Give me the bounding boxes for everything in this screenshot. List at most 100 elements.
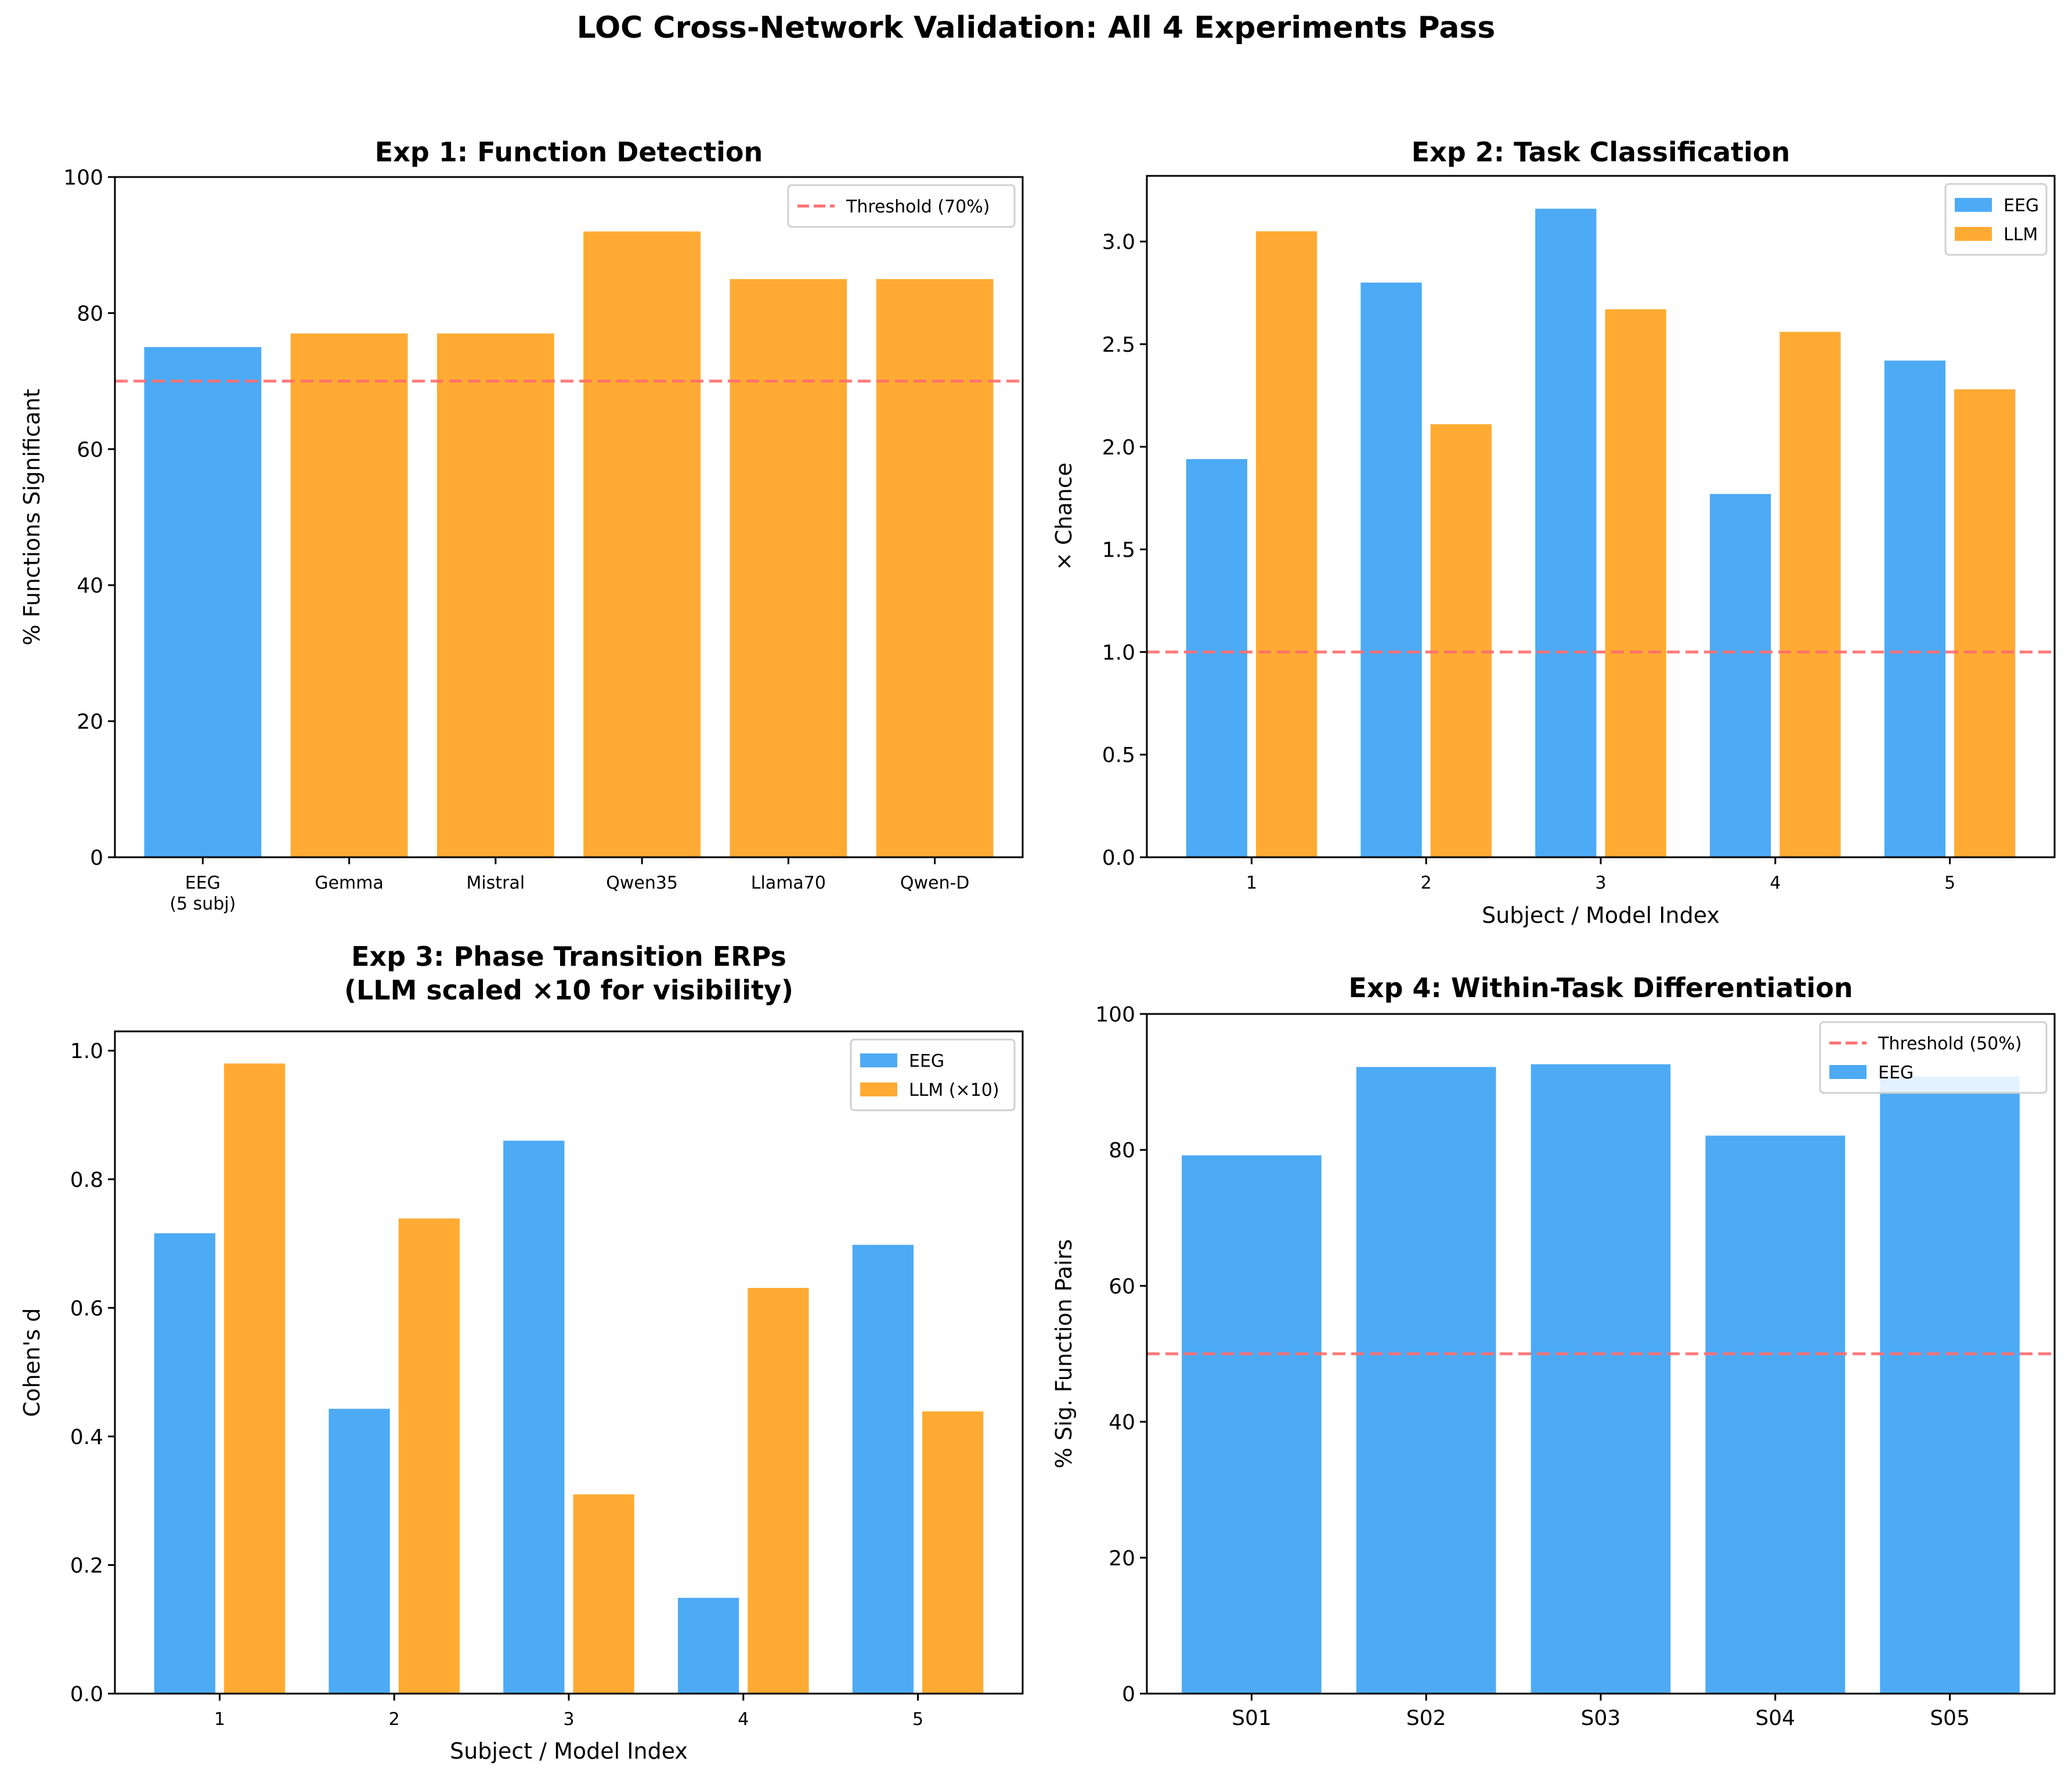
x-tick-label: 4: [738, 1709, 749, 1730]
bar-llm-10-: [573, 1494, 634, 1694]
y-tick-label: 40: [1109, 1411, 1135, 1435]
y-tick-label: 40: [77, 574, 103, 598]
bar-eeg: [677, 1597, 739, 1694]
x-axis-label: Subject / Model Index: [1482, 903, 1720, 928]
y-tick-label: 0.6: [70, 1297, 103, 1320]
y-tick-label: 0.0: [1102, 846, 1135, 870]
y-tick-label: 2.0: [1102, 436, 1135, 460]
chart-exp3: Exp 3: Phase Transition ERPs(LLM scaled …: [19, 941, 1024, 1764]
bar-eeg: [1360, 282, 1422, 857]
y-tick-label: 100: [63, 166, 103, 190]
bar-eeg: [1884, 360, 1946, 857]
bar-llm-10-: [748, 1287, 809, 1694]
x-axis-label: Subject / Model Index: [450, 1738, 688, 1764]
legend: EEG LLM: [1944, 183, 2048, 256]
figure-suptitle: LOC Cross-Network Validation: All 4 Expe…: [576, 10, 1496, 45]
y-tick-label: 1.0: [70, 1040, 103, 1063]
y-tick-label: 1.0: [1102, 641, 1135, 665]
bar-eeg: [154, 1233, 215, 1694]
bar-eeg: [329, 1409, 390, 1694]
y-axis-label: Cohen's d: [19, 1308, 45, 1417]
legend: Threshold (50%) EEG: [1819, 1021, 2048, 1094]
bar-llm-10-: [398, 1218, 460, 1694]
bar: [1530, 1064, 1671, 1694]
chart-title: Exp 4: Within-Task Differentiation: [1349, 972, 1853, 1004]
legend-label: EEG: [1878, 1063, 1914, 1083]
legend-label: Threshold (50%): [1878, 1034, 2022, 1054]
bar-eeg: [852, 1244, 914, 1694]
legend-patch-swatch: [1955, 227, 1992, 241]
y-axis-label: × Chance: [1051, 463, 1077, 571]
y-tick-label: 0.0: [70, 1683, 103, 1706]
legend-label: EEG: [2004, 196, 2039, 216]
x-tick-label: 3: [1595, 873, 1606, 893]
bar-llm: [1430, 424, 1492, 857]
x-tick-label: (5 subj): [169, 894, 236, 914]
x-tick-label: 2: [389, 1709, 400, 1730]
bar-llm-10-: [922, 1411, 984, 1694]
bar-eeg: [503, 1140, 565, 1694]
bar: [144, 347, 262, 857]
y-tick-label: 60: [77, 438, 103, 462]
x-tick-label: 2: [1421, 873, 1432, 893]
bar-llm: [1779, 331, 1841, 857]
bar-eeg: [1709, 494, 1771, 857]
bar: [1880, 1076, 2020, 1694]
x-tick-label: Qwen35: [606, 873, 678, 893]
bar-eeg: [1535, 208, 1597, 857]
bar: [876, 279, 994, 857]
x-tick-label: S04: [1755, 1706, 1795, 1730]
x-tick-label: 1: [1246, 873, 1257, 893]
x-tick-label: Qwen-D: [900, 873, 970, 893]
y-axis-label: % Functions Significant: [19, 389, 45, 645]
bar: [730, 279, 847, 857]
x-tick-label: 5: [1944, 873, 1955, 893]
x-tick-label: Llama70: [751, 873, 826, 893]
x-tick-label: 1: [214, 1709, 225, 1730]
y-tick-label: 0.5: [1102, 743, 1135, 767]
chart-title: (LLM scaled ×10 for visibility): [344, 974, 793, 1006]
y-tick-label: 0: [1122, 1683, 1135, 1706]
y-tick-label: 80: [77, 302, 103, 326]
y-tick-label: 0.2: [70, 1554, 103, 1578]
chart-title: Exp 2: Task Classification: [1412, 136, 1791, 168]
bar: [290, 333, 408, 857]
y-tick-label: 60: [1109, 1275, 1135, 1298]
chart-exp4: Exp 4: Within-Task Differentiation 0 20 40 6…: [1051, 972, 2056, 1730]
x-tick-label: 4: [1770, 873, 1781, 893]
legend-patch-swatch: [1955, 198, 1992, 212]
y-tick-label: 1.5: [1102, 539, 1135, 562]
y-tick-label: 100: [1095, 1003, 1135, 1027]
legend-label: LLM (×10): [909, 1080, 999, 1100]
y-axis-label: % Sig. Function Pairs: [1051, 1239, 1077, 1468]
y-tick-label: 0.8: [70, 1168, 103, 1192]
legend-box: [1819, 1021, 2048, 1094]
bar: [583, 231, 701, 857]
bar: [1182, 1155, 1322, 1694]
bar-llm: [1255, 231, 1317, 858]
legend-patch-swatch: [860, 1082, 897, 1096]
bar: [1705, 1135, 1846, 1694]
bar-eeg: [1186, 459, 1247, 857]
x-tick-label: S01: [1232, 1706, 1272, 1730]
chart-title: Exp 1: Function Detection: [375, 136, 763, 168]
x-tick-label: S02: [1406, 1706, 1446, 1730]
chart-exp1: Exp 1: Function Detection 0 20 40 60 80 100 EEG…: [19, 136, 1024, 914]
y-tick-label: 0.4: [70, 1425, 103, 1449]
legend: EEG LLM (×10): [850, 1038, 1016, 1111]
y-tick-label: 3.0: [1102, 230, 1135, 254]
bar-llm: [1954, 389, 2016, 857]
legend: Threshold (70%): [787, 184, 1016, 228]
bar: [436, 333, 554, 857]
legend-patch-swatch: [1829, 1065, 1867, 1079]
chart-exp2: Exp 2: Task Classification 0.0 0.5 1.0 1.5 2.…: [1051, 136, 2056, 928]
y-tick-label: 20: [1109, 1547, 1135, 1571]
y-tick-label: 2.5: [1102, 333, 1135, 357]
x-tick-label: S03: [1581, 1706, 1621, 1730]
x-tick-label: Gemma: [315, 873, 384, 893]
y-tick-label: 0: [90, 846, 103, 870]
x-tick-label: EEG: [185, 873, 221, 893]
y-tick-label: 20: [77, 710, 103, 734]
legend-patch-swatch: [860, 1053, 897, 1067]
